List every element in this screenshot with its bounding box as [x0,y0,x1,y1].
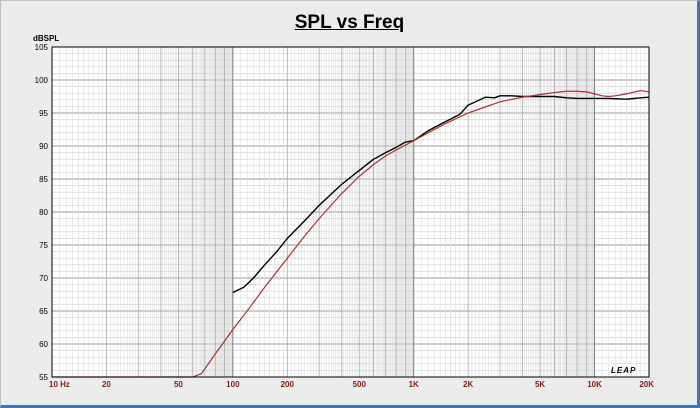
x-tick-label: 500 [353,380,367,389]
series-line-2 [52,89,650,378]
x-tick-label: 10 Hz [49,380,70,389]
x-tick-label: 1K [409,380,419,389]
x-tick-label: 10K [587,380,602,389]
y-tick-label: 60 [39,340,48,349]
y-axis-label: dBSPL [33,34,59,43]
y-tick-label: 85 [39,175,48,184]
y-tick-label: 75 [39,241,48,250]
x-tick-label: 50 [174,380,183,389]
plot-border [51,46,650,378]
leap-brand-mark: LEAP [611,366,636,375]
x-tick-label: 2K [463,380,473,389]
grid [52,47,649,377]
y-tick-label: 80 [39,208,48,217]
series-line-1 [232,95,650,294]
y-tick-label: 90 [39,142,48,151]
chart-title: SPL vs Freq [294,12,405,33]
x-tick-label: 5K [535,380,545,389]
series-layer [52,89,650,378]
y-tick-label: 55 [39,373,48,382]
y-tick-labels: 55 60 65 70 75 80 85 90 95 100 105 [35,43,49,382]
y-tick-label: 105 [35,43,49,52]
x-tick-label: 20 [102,380,111,389]
y-tick-label: 70 [39,274,48,283]
x-tick-label: 100 [226,380,240,389]
y-tick-label: 95 [39,109,48,118]
y-tick-label: 100 [35,76,49,85]
x-tick-label: 20K [639,380,654,389]
x-tick-labels: 10 Hz 20 50 100 200 500 1K 2K 5K 10K 20K [49,380,654,389]
x-tick-label: 200 [281,380,295,389]
y-tick-label: 65 [39,307,48,316]
